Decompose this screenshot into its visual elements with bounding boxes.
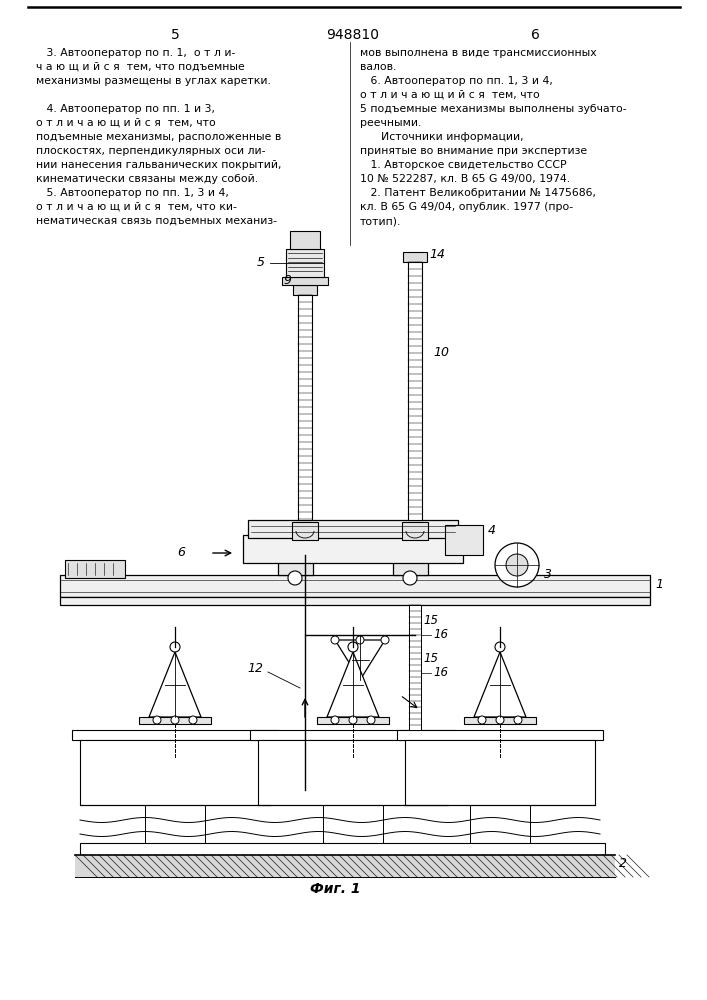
Text: 5. Автооператор по пп. 1, 3 и 4,: 5. Автооператор по пп. 1, 3 и 4,	[36, 188, 229, 198]
Text: кл. В 65 G 49/04, опублик. 1977 (про-: кл. В 65 G 49/04, опублик. 1977 (про-	[360, 202, 573, 212]
Bar	[80, 843, 605, 855]
Text: 16: 16	[433, 629, 448, 642]
Text: кинематически связаны между собой.: кинематически связаны между собой.	[36, 174, 258, 184]
Bar	[286, 249, 324, 277]
Circle shape	[288, 571, 302, 585]
Bar	[282, 277, 328, 285]
Circle shape	[349, 716, 357, 724]
Bar	[317, 717, 389, 724]
Bar	[243, 535, 463, 563]
Bar	[397, 730, 603, 740]
Circle shape	[496, 716, 504, 724]
Bar	[248, 520, 458, 538]
Text: 2. Патент Великобритании № 1475686,: 2. Патент Великобритании № 1475686,	[360, 188, 596, 198]
Text: 9: 9	[283, 273, 291, 286]
Text: реечными.: реечными.	[360, 118, 421, 128]
Polygon shape	[149, 652, 201, 717]
Circle shape	[495, 543, 539, 587]
Text: 15: 15	[423, 613, 438, 626]
Bar	[292, 522, 318, 540]
Text: 2: 2	[619, 857, 627, 870]
Bar	[80, 740, 270, 805]
Text: 4. Автооператор по пп. 1 и 3,: 4. Автооператор по пп. 1 и 3,	[36, 104, 215, 114]
Text: Источники информации,: Источники информации,	[360, 132, 524, 142]
Bar	[290, 231, 320, 249]
Text: 5 подъемные механизмы выполнены зубчато-: 5 подъемные механизмы выполнены зубчато-	[360, 104, 626, 114]
Text: 16: 16	[433, 666, 448, 680]
Bar	[403, 252, 427, 262]
Text: подъемные механизмы, расположенные в: подъемные механизмы, расположенные в	[36, 132, 281, 142]
Text: 3. Автооператор по п. 1,  о т л и-: 3. Автооператор по п. 1, о т л и-	[36, 48, 235, 58]
Text: 5: 5	[257, 256, 265, 269]
Text: ч а ю щ и й с я  тем, что подъемные: ч а ю щ и й с я тем, что подъемные	[36, 62, 245, 72]
Text: 14: 14	[429, 247, 445, 260]
Bar	[409, 605, 421, 730]
Text: 1. Авторское свидетельство СССР: 1. Авторское свидетельство СССР	[360, 160, 566, 170]
Circle shape	[356, 636, 364, 644]
Text: 1: 1	[655, 578, 663, 591]
Text: 10: 10	[433, 346, 449, 359]
Polygon shape	[335, 640, 385, 680]
Bar	[393, 555, 428, 575]
Text: о т л и ч а ю щ и й с я  тем, что: о т л и ч а ю щ и й с я тем, что	[36, 118, 216, 128]
Bar	[250, 730, 456, 740]
Text: 948810: 948810	[327, 28, 380, 42]
Bar	[258, 740, 448, 805]
Text: 5: 5	[170, 28, 180, 42]
Bar	[408, 262, 422, 520]
Bar	[405, 740, 595, 805]
Text: о т л и ч а ю щ и й с я  тем, что: о т л и ч а ю щ и й с я тем, что	[360, 90, 539, 100]
Circle shape	[495, 642, 505, 652]
Circle shape	[478, 716, 486, 724]
Bar	[139, 717, 211, 724]
Circle shape	[403, 571, 417, 585]
Text: 6: 6	[530, 28, 539, 42]
Bar	[464, 717, 536, 724]
Circle shape	[170, 642, 180, 652]
Text: о т л и ч а ю щ и й с я  тем, что ки-: о т л и ч а ю щ и й с я тем, что ки-	[36, 202, 237, 212]
Bar	[72, 730, 278, 740]
Bar	[65, 560, 125, 578]
Text: 6. Автооператор по пп. 1, 3 и 4,: 6. Автооператор по пп. 1, 3 и 4,	[360, 76, 553, 86]
Text: Фиг. 1: Фиг. 1	[310, 882, 361, 896]
Bar	[293, 285, 317, 295]
Bar	[278, 555, 313, 575]
Bar	[60, 597, 650, 605]
Text: 3: 3	[544, 568, 552, 582]
Text: механизмы размещены в углах каретки.: механизмы размещены в углах каретки.	[36, 76, 271, 86]
Text: тотип).: тотип).	[360, 216, 402, 226]
Circle shape	[381, 636, 389, 644]
Polygon shape	[474, 652, 526, 717]
Bar	[445, 525, 483, 555]
Circle shape	[348, 642, 358, 652]
Circle shape	[171, 716, 179, 724]
Text: 6: 6	[177, 546, 185, 560]
Text: 4: 4	[488, 524, 496, 536]
Circle shape	[331, 636, 339, 644]
Text: 10 № 522287, кл. В 65 G 49/00, 1974.: 10 № 522287, кл. В 65 G 49/00, 1974.	[360, 174, 570, 184]
Text: валов.: валов.	[360, 62, 397, 72]
Circle shape	[189, 716, 197, 724]
Text: нии нанесения гальванических покрытий,: нии нанесения гальванических покрытий,	[36, 160, 281, 170]
Circle shape	[514, 716, 522, 724]
Text: 15: 15	[423, 652, 438, 664]
Text: плоскостях, перпендикулярных оси ли-: плоскостях, перпендикулярных оси ли-	[36, 146, 266, 156]
Bar	[75, 855, 615, 877]
Text: мов выполнена в виде трансмиссионных: мов выполнена в виде трансмиссионных	[360, 48, 597, 58]
Bar	[60, 575, 650, 597]
Circle shape	[506, 554, 528, 576]
Text: нематическая связь подъемных механиз-: нематическая связь подъемных механиз-	[36, 216, 277, 226]
Circle shape	[331, 716, 339, 724]
Text: 12: 12	[247, 662, 263, 674]
Text: принятые во внимание при экспертизе: принятые во внимание при экспертизе	[360, 146, 587, 156]
Polygon shape	[327, 652, 379, 717]
Bar	[402, 522, 428, 540]
Circle shape	[153, 716, 161, 724]
Bar	[298, 295, 312, 520]
Circle shape	[367, 716, 375, 724]
